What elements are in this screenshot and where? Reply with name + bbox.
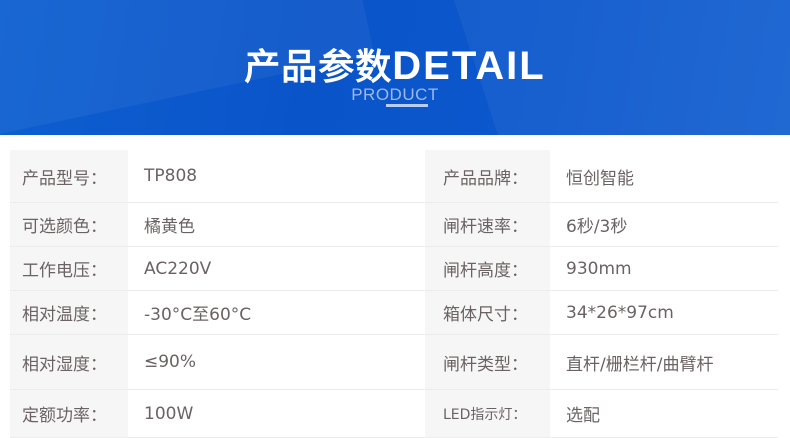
spec-value: 橘黄色 [128,203,425,246]
spec-label: 闸杆速率： [425,203,550,246]
spec-label: LED指示灯： [425,390,550,437]
spec-value: 100W [128,390,425,437]
subtitle: PRODUCT [351,85,439,104]
spec-value: 930mm [550,247,778,290]
spec-label: 定额功率： [10,390,128,437]
spec-value: TP808 [128,150,425,202]
table-row: 定额功率： 100W LED指示灯： 选配 [10,390,778,438]
spec-value: 恒创智能 [550,150,778,202]
spec-value: AC220V [128,247,425,290]
page-title: 产品参数DETAIL [0,38,790,90]
table-row: 相对温度： -30°C至60°C 箱体尺寸： 34*26*97cm [10,291,778,335]
spec-label: 工作电压： [10,247,128,290]
table-row: 可选颜色： 橘黄色 闸杆速率： 6秒/3秒 [10,203,778,247]
spec-label: 产品型号： [10,150,128,202]
spec-label: 箱体尺寸： [425,291,550,334]
spec-value: 34*26*97cm [550,291,778,334]
spec-label: 相对湿度： [10,335,128,389]
table-row: 产品型号： TP808 产品品牌： 恒创智能 [10,150,778,203]
spec-label: 相对温度： [10,291,128,334]
spec-label: 闸杆高度： [425,247,550,290]
spec-value: 直杆/栅栏杆/曲臂杆 [550,335,778,389]
table-row: 工作电压： AC220V 闸杆高度： 930mm [10,247,778,291]
title-en: DETAIL [392,44,546,88]
subtitle-underline [386,104,428,107]
table-row: 相对湿度： ≤90% 闸杆类型： 直杆/栅栏杆/曲臂杆 [10,335,778,390]
spec-value: ≤90% [128,335,425,389]
spec-value: 6秒/3秒 [550,203,778,246]
spec-label: 闸杆类型： [425,335,550,389]
spec-value: -30°C至60°C [128,291,425,334]
header-banner: 产品参数DETAIL PRODUCT [0,0,790,135]
spec-value: 选配 [550,390,778,437]
spec-table: 产品型号： TP808 产品品牌： 恒创智能 可选颜色： 橘黄色 闸杆速率： 6… [10,150,778,438]
title-cn: 产品参数 [244,47,393,88]
spec-label: 产品品牌： [425,150,550,202]
spec-label: 可选颜色： [10,203,128,246]
